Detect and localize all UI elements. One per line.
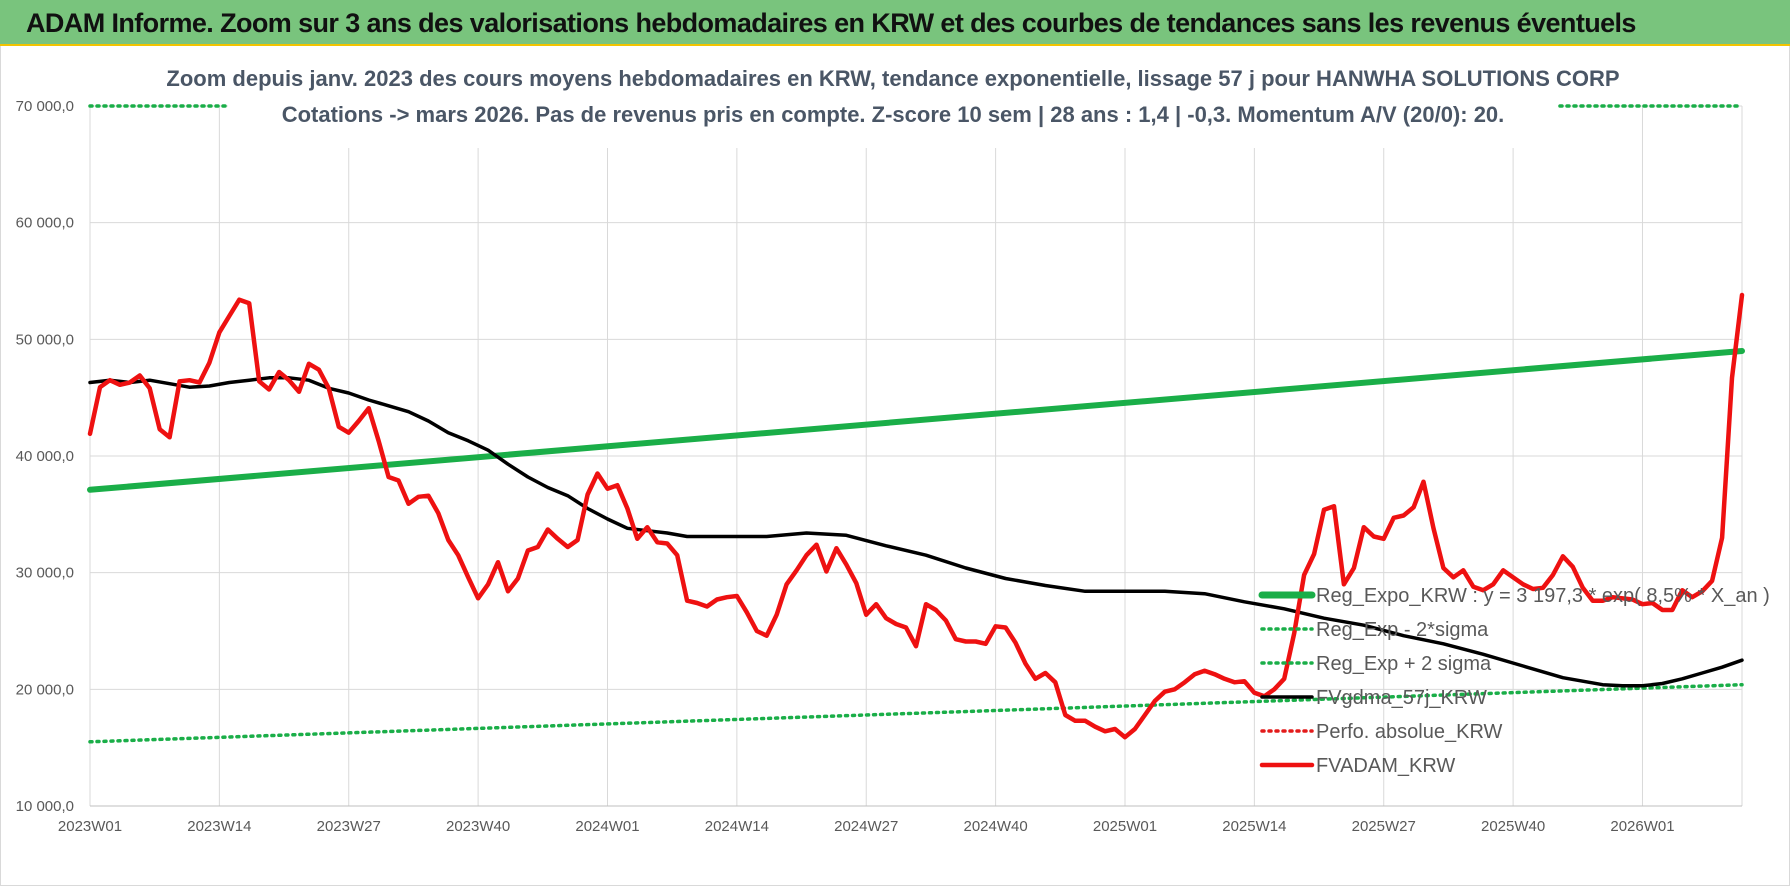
y-tick-label: 70 000,0 bbox=[16, 98, 74, 115]
chart-titles: Zoom depuis janv. 2023 des cours moyens … bbox=[166, 60, 1620, 148]
chart-title: Zoom depuis janv. 2023 des cours moyens … bbox=[166, 66, 1619, 91]
legend-label: Perfo. absolue_KRW bbox=[1316, 721, 1503, 743]
x-tick-label: 2025W01 bbox=[1093, 818, 1157, 835]
x-tick-label: 2023W27 bbox=[317, 818, 381, 835]
chart-subtitle: Cotations -> mars 2026. Pas de revenus p… bbox=[282, 102, 1505, 127]
y-tick-label: 40 000,0 bbox=[16, 448, 74, 465]
y-tick-label: 20 000,0 bbox=[16, 681, 74, 698]
legend-label: FVgdma_57j_KRW bbox=[1316, 687, 1487, 709]
price-line bbox=[87, 292, 1745, 740]
chart-grid bbox=[89, 105, 1743, 807]
legend-label: Reg_Expo_KRW : y = 3 197,3 * exp( 8,5% *… bbox=[1316, 585, 1770, 607]
legend-label: Reg_Exp + 2 sigma bbox=[1316, 653, 1492, 675]
x-tick-label: 2024W14 bbox=[705, 818, 769, 835]
chart-series bbox=[87, 104, 1745, 744]
y-tick-label: 50 000,0 bbox=[16, 331, 74, 348]
header-banner: ADAM Informe. Zoom sur 3 ans des valoris… bbox=[0, 0, 1790, 46]
trend-line bbox=[87, 348, 1745, 493]
x-tick-label: 2023W01 bbox=[58, 818, 122, 835]
legend-label: Reg_Exp - 2*sigma bbox=[1316, 619, 1489, 641]
chart-legend: Reg_Expo_KRW : y = 3 197,3 * exp( 8,5% *… bbox=[1258, 585, 1770, 777]
x-tick-label: 2025W40 bbox=[1481, 818, 1545, 835]
y-tick-label: 30 000,0 bbox=[16, 565, 74, 582]
y-tick-label: 10 000,0 bbox=[16, 798, 74, 815]
x-tick-label: 2023W14 bbox=[187, 818, 251, 835]
x-tick-label: 2024W01 bbox=[575, 818, 639, 835]
y-axis-ticks: 10 000,0 20 000,0 30 000,0 40 000,0 50 000,0… bbox=[16, 98, 74, 815]
x-tick-label: 2024W40 bbox=[964, 818, 1028, 835]
line-chart: 10 000,0 20 000,0 30 000,0 40 000,0 50 000,0… bbox=[16, 60, 1770, 835]
y-tick-label: 60 000,0 bbox=[16, 215, 74, 232]
x-tick-label: 2024W27 bbox=[834, 818, 898, 835]
x-tick-label: 2025W27 bbox=[1352, 818, 1416, 835]
x-tick-label: 2023W40 bbox=[446, 818, 510, 835]
x-tick-label: 2025W14 bbox=[1222, 818, 1286, 835]
lower-band-line bbox=[88, 682, 1744, 744]
x-tick-label: 2026W01 bbox=[1610, 818, 1674, 835]
x-axis-ticks: 2023W01 2023W14 2023W27 2023W40 2024W01 2024W… bbox=[58, 818, 1675, 835]
title-background bbox=[228, 60, 1558, 148]
legend-label: FVADAM_KRW bbox=[1316, 755, 1455, 777]
page-title: ADAM Informe. Zoom sur 3 ans des valoris… bbox=[26, 8, 1636, 38]
